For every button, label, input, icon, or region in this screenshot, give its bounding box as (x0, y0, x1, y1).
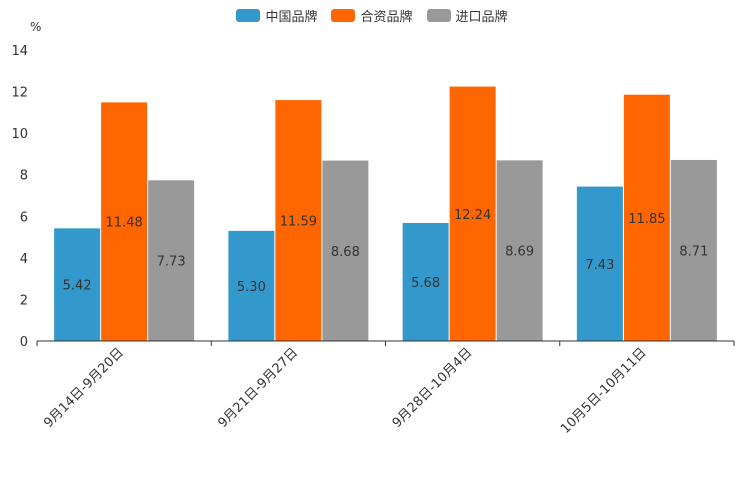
bar (148, 180, 195, 341)
legend-label-import-brand: 进口品牌 (455, 10, 508, 25)
x-category-label: 10月5日-10月11日 (558, 345, 650, 437)
bar-value-label: 5.30 (237, 280, 266, 295)
bar-value-label: 11.85 (628, 212, 665, 227)
y-axis-unit: % (30, 20, 42, 34)
legend-label-china-brand: 中国品牌 (265, 10, 318, 25)
y-tick-label: 6 (20, 210, 28, 225)
x-category-label: 9月14日-9月20日 (41, 345, 127, 431)
y-tick-label: 14 (11, 44, 28, 59)
bar-value-label: 8.71 (679, 244, 708, 259)
legend-swatch-import-brand (426, 9, 451, 22)
bar (449, 86, 496, 341)
y-tick-label: 12 (11, 86, 28, 101)
legend: 中国品牌 合资品牌 进口品牌 (0, 6, 744, 25)
bar-value-label: 5.42 (63, 279, 92, 294)
bar (54, 228, 101, 341)
bar-value-label: 5.68 (411, 276, 440, 291)
y-tick-label: 4 (20, 252, 28, 267)
legend-label-joint-venture-brand: 合资品牌 (360, 10, 413, 25)
bar-value-label: 8.68 (331, 245, 360, 260)
x-category-label: 9月21日-9月27日 (215, 345, 301, 431)
y-tick-label: 8 (20, 169, 28, 184)
legend-item-import-brand[interactable]: 进口品牌 (426, 6, 508, 25)
legend-item-china-brand[interactable]: 中国品牌 (236, 6, 317, 25)
bar-value-label: 7.43 (585, 258, 614, 273)
legend-swatch-joint-venture-brand (331, 9, 356, 22)
y-tick-label: 0 (20, 335, 28, 350)
bar (402, 222, 449, 341)
bar (496, 160, 543, 341)
x-category-label: 9月28日-10月4日 (390, 345, 476, 431)
bar (670, 159, 717, 341)
bar (228, 230, 275, 341)
y-tick-label: 2 (20, 293, 28, 308)
bar (275, 100, 322, 342)
bar-value-label: 11.59 (280, 215, 317, 230)
bar-value-label: 8.69 (505, 245, 534, 260)
bar-value-label: 12.24 (454, 208, 491, 223)
bar (623, 94, 670, 341)
y-tick-label: 10 (11, 127, 28, 142)
legend-item-joint-venture-brand[interactable]: 合资品牌 (331, 6, 413, 25)
bar-value-label: 11.48 (106, 216, 143, 231)
bar-value-label: 7.73 (157, 255, 186, 270)
bar (101, 102, 148, 341)
bar (322, 160, 369, 341)
legend-swatch-china-brand (236, 9, 261, 22)
bar (576, 186, 623, 341)
